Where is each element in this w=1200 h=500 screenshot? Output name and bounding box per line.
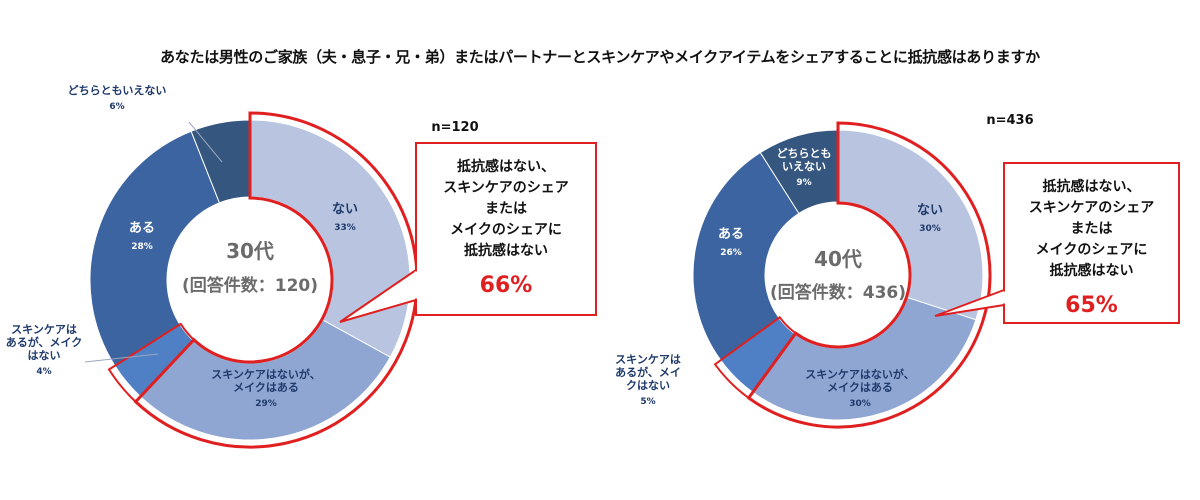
highlight-outline-small — [107, 322, 196, 404]
slice-label-skincare_yes_makeup_no-line-1: あるが、メイ — [615, 365, 681, 379]
donut-30s: ない 33% スキンケアはないが、メイクはある 29% スキンケアはあるが、メイクはない… — [6, 84, 597, 449]
slice-label-yes-line-0: ある — [129, 221, 155, 236]
callout-percent: 65% — [1065, 293, 1118, 318]
slice-label-skincare_no_makeup_yes-line-0: スキンケアはないが、 — [211, 367, 320, 381]
slice-pct-skincare_yes_makeup_no: 5% — [640, 397, 655, 407]
callout-frame — [1003, 162, 1180, 324]
center-label-age: 40代 — [814, 247, 862, 271]
slice-pct-skincare_yes_makeup_no: 4% — [36, 367, 51, 377]
slice-label-skincare_no_makeup_yes-line-0: スキンケアはないが、 — [805, 367, 914, 381]
center-label-count: (回答件数：120) — [182, 275, 318, 296]
slice-yes — [692, 151, 800, 361]
slice-label-yes: ある 28% — [129, 221, 155, 252]
slice-label-skincare_no_makeup_yes: スキンケアはないが、メイクはある 30% — [805, 367, 914, 409]
slice-label-none: ない 33% — [332, 202, 358, 233]
slice-label-none-line-0: ない — [332, 202, 358, 217]
highlight-outline — [746, 121, 992, 429]
chart-title: あなたは男性のご家族（夫・息子・兄・弟）またはパートナーとスキンケアやメイクアイ… — [160, 48, 1040, 66]
callout-text-line-3: メイクのシェアに — [1036, 242, 1148, 258]
center-label-count: (回答件数：436) — [770, 282, 906, 303]
slice-pct-skincare_no_makeup_yes: 30% — [849, 399, 871, 409]
slice-pct-yes: 26% — [720, 248, 742, 258]
leader-line — [84, 353, 159, 363]
callout-text-line-4: 抵抗感はない — [1050, 262, 1134, 279]
slice-label-skincare_yes_makeup_no-line-0: スキンケアは — [615, 353, 681, 366]
slice-pct-skincare_no_makeup_yes: 29% — [255, 399, 277, 409]
slice-label-yes: ある 26% — [718, 227, 744, 258]
slice-label-skincare_yes_makeup_no-line-2: クはない — [626, 379, 670, 392]
slice-none — [249, 119, 411, 358]
slice-label-neither: どちらともいえない 6% — [68, 84, 167, 112]
slice-pct-none: 30% — [919, 224, 941, 234]
slice-pct-neither: 9% — [796, 178, 811, 188]
n-count-label: n=436 — [986, 113, 1033, 128]
callout-percent: 66% — [480, 273, 533, 298]
donut-40s: ない 30% スキンケアはないが、メイクはある 30% スキンケアはあるが、メイクはない… — [615, 113, 1180, 429]
leader-line — [188, 121, 223, 163]
slice-label-skincare_yes_makeup_no-line-2: はない — [28, 349, 61, 362]
slice-label-neither: どちらともいえない 9% — [777, 147, 832, 188]
slice-label-skincare_no_makeup_yes: スキンケアはないが、メイクはある 29% — [211, 367, 320, 409]
slice-pct-none: 33% — [334, 223, 356, 233]
slice-label-skincare_no_makeup_yes-line-1: メイクはある — [827, 381, 893, 394]
callout-text-line-3: メイクのシェアに — [450, 222, 562, 238]
n-count-label: n=120 — [431, 120, 478, 135]
slice-pct-yes: 28% — [131, 242, 153, 252]
center-label-age: 30代 — [226, 239, 274, 263]
callout-text-line-0: 抵抗感はない、 — [1043, 178, 1141, 195]
slice-yes — [89, 130, 221, 367]
slice-label-none: ない 30% — [917, 203, 943, 234]
slice-label-yes-line-0: ある — [718, 227, 744, 242]
callout-text-line-2: または — [1071, 221, 1113, 237]
slice-pct-neither: 6% — [109, 102, 124, 112]
callout-text-line-1: スキンケアのシェア — [443, 180, 569, 196]
slice-label-neither-line-0: どちらともいえない — [68, 84, 167, 97]
slice-label-skincare_yes_makeup_no-line-0: スキンケアは — [11, 323, 77, 336]
slice-label-neither-line-1: いえない — [782, 160, 826, 173]
slice-label-none-line-0: ない — [917, 203, 943, 218]
callout-text-line-0: 抵抗感はない、 — [457, 158, 555, 175]
slice-label-skincare_no_makeup_yes-line-1: メイクはある — [233, 381, 299, 394]
callout-text-line-4: 抵抗感はない — [464, 242, 548, 259]
slice-label-neither-line-0: どちらとも — [777, 147, 832, 160]
callout-text-line-1: スキンケアのシェア — [1029, 200, 1155, 216]
slice-label-skincare_yes_makeup_no-line-1: あるが、メイク — [6, 335, 83, 349]
highlight-outline — [133, 111, 419, 449]
callout-frame — [415, 142, 597, 316]
callout-text-line-2: または — [485, 201, 527, 217]
highlight-outline-small — [713, 315, 798, 400]
